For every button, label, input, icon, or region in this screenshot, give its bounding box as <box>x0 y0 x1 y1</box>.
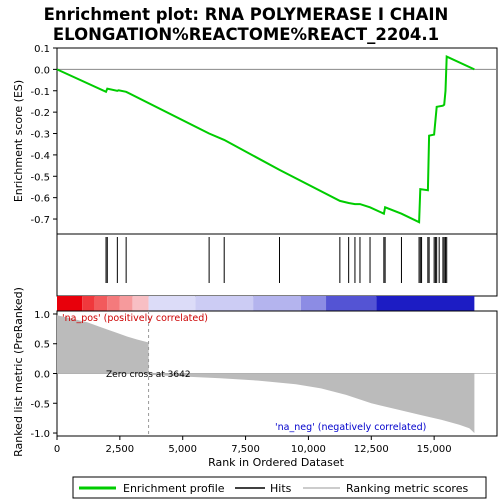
es-y-tick-label: -0.4 <box>30 151 50 162</box>
metric-y-tick-label: 0.0 <box>34 370 50 381</box>
color-bar-segment <box>253 296 301 311</box>
legend-label-hits: Hits <box>270 482 292 495</box>
es-y-tick-label: 0.0 <box>34 65 50 76</box>
x-axis-label: Rank in Ordered Dataset <box>208 456 345 469</box>
color-bar-segment <box>82 296 95 311</box>
metric-y-tick-label: 1.0 <box>34 310 50 321</box>
enrichment-profile-line <box>56 55 475 224</box>
metric-y-tick-label: -0.5 <box>30 399 50 410</box>
es-y-tick-label: -0.5 <box>30 172 50 183</box>
chart-title-line1: Enrichment plot: RNA POLYMERASE I CHAIN <box>44 5 449 24</box>
es-y-tick-label: -0.3 <box>30 130 50 141</box>
color-bar-segment <box>326 296 377 311</box>
color-bar-segment <box>148 296 196 311</box>
x-tick-label: 12,500 <box>354 444 389 455</box>
chart-title-line2: ELONGATION%REACTOME%REACT_2204.1 <box>53 25 439 44</box>
metric-y-tick-label: -1.0 <box>30 429 50 440</box>
es-y-axis-label: Enrichment score (ES) <box>12 80 25 202</box>
metric-panel: Zero cross at 3642 'na_pos' (positively … <box>30 310 498 455</box>
legend-label-enrichment-profile: Enrichment profile <box>123 482 225 495</box>
es-y-tick-label: -0.1 <box>30 87 50 98</box>
legend-frame <box>72 476 487 499</box>
x-tick-label: 7,500 <box>231 444 260 455</box>
color-bar-segment <box>57 296 83 311</box>
color-bar-segment <box>300 296 327 311</box>
x-tick-label: 10,000 <box>291 444 326 455</box>
color-bar-segment <box>94 296 108 311</box>
metric-y-tick-label: 0.5 <box>34 340 50 351</box>
ranking-metric-area <box>57 315 475 433</box>
color-bar-segment <box>376 296 475 311</box>
color-bar-segment <box>119 296 133 311</box>
es-panel: 0.1 0.0 -0.1 -0.2 -0.3 -0.4 -0.5 -0.6 -0.7 <box>30 44 498 235</box>
pos-label: 'na_pos' (positively correlated) <box>62 313 208 324</box>
neg-label: 'na_neg' (negatively correlated) <box>275 422 426 433</box>
legend-label-ranking-metric: Ranking metric scores <box>346 482 468 495</box>
es-y-tick-label: -0.2 <box>30 108 50 119</box>
hits-frame <box>56 233 498 297</box>
es-y-tick-label: 0.1 <box>34 44 50 55</box>
x-tick-label: 2,500 <box>106 444 135 455</box>
color-bar-segment <box>195 296 254 311</box>
color-bar-segment <box>132 296 149 311</box>
es-y-tick-label: -0.6 <box>30 194 50 205</box>
es-plot-frame <box>56 47 498 235</box>
legend: Enrichment profile Hits Ranking metric s… <box>72 476 487 499</box>
x-tick-label: 15,000 <box>417 444 452 455</box>
x-tick-label: 0 <box>54 444 60 455</box>
x-tick-label: 5,000 <box>168 444 197 455</box>
color-bar-segment <box>107 296 120 311</box>
hits-panel <box>56 233 498 311</box>
zero-cross-label: Zero cross at 3642 <box>106 370 191 380</box>
metric-y-axis-label: Ranked list metric (PreRanked) <box>12 287 25 457</box>
es-y-tick-label: -0.7 <box>30 215 50 226</box>
